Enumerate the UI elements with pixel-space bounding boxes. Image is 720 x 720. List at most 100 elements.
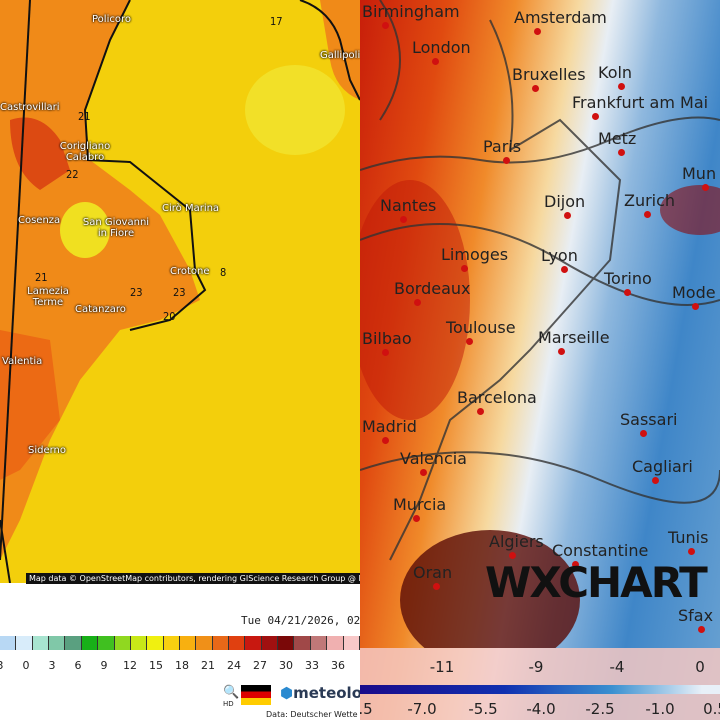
city-marker-icon xyxy=(572,561,579,568)
city-label: Policoro xyxy=(92,14,131,25)
temperature-map[interactable]: Policoro Gallipoli Castrovillari Corigli… xyxy=(0,0,360,583)
contour-value: 22 xyxy=(66,168,79,181)
city-label: Toulouse xyxy=(446,318,516,337)
legend-top-label: 0 xyxy=(695,658,705,676)
city-label: Corigliano Calabro xyxy=(59,141,111,163)
city-label: Gallipoli xyxy=(320,50,360,61)
scale-swatch xyxy=(98,636,115,650)
city-label: Catanzaro xyxy=(75,304,126,315)
city-label: Lyon xyxy=(541,246,578,265)
city-label: Valencia xyxy=(400,449,467,468)
city-label: Marseille xyxy=(538,328,610,347)
city-label: Mun xyxy=(682,164,717,183)
city-marker-icon xyxy=(461,265,468,272)
city-label: Barcelona xyxy=(457,388,537,407)
scale-tick-label: 15 xyxy=(149,659,163,672)
contour-value: 23 xyxy=(173,286,186,299)
city-marker-icon xyxy=(534,28,541,35)
city-label: Torino xyxy=(604,269,652,288)
city-label: Limoges xyxy=(441,245,509,264)
city-label: Castrovillari xyxy=(0,102,60,113)
legend-top-label: -4 xyxy=(609,658,625,676)
scale-tick-label: 21 xyxy=(201,659,215,672)
city-label: Algiers xyxy=(489,532,544,551)
scale-tick-label: 18 xyxy=(175,659,189,672)
scale-swatch xyxy=(32,636,50,650)
city-label: Oran xyxy=(413,563,453,582)
legend-top-label: -11 xyxy=(429,658,455,676)
city-label: Lamezia Terme xyxy=(27,286,69,308)
scale-tick-label: 30 xyxy=(279,659,293,672)
city-label: Bilbao xyxy=(362,329,412,348)
scale-tick-label: 24 xyxy=(227,659,241,672)
scale-swatch xyxy=(327,636,344,650)
city-marker-icon xyxy=(592,113,599,120)
city-label: Bordeaux xyxy=(394,279,471,298)
right-map-panel[interactable]: Birmingham London Amsterdam Bruxelles Koln Fr… xyxy=(360,0,720,720)
anomaly-color-scale xyxy=(360,685,720,694)
contour-value: 21 xyxy=(78,110,91,123)
city-label: Valentia xyxy=(2,356,43,367)
contour-value: 20 xyxy=(163,310,176,323)
contour-value: 17 xyxy=(270,15,283,28)
city-label: Constantine xyxy=(552,541,649,560)
city-label: Mode xyxy=(672,283,716,302)
city-label: Sassari xyxy=(620,410,678,429)
city-label: Siderno xyxy=(28,445,67,456)
germany-flag-icon[interactable] xyxy=(241,685,271,705)
city-label: Koln xyxy=(598,63,633,82)
city-marker-icon xyxy=(624,289,631,296)
city-marker-icon xyxy=(618,83,625,90)
scale-tick-label: 6 xyxy=(74,659,82,672)
city-label: Tunis xyxy=(668,528,709,547)
city-marker-icon xyxy=(698,626,705,633)
city-label: Amsterdam xyxy=(514,8,607,27)
meteologix-logo: ⬢meteolo xyxy=(280,684,360,702)
legend-bottom-label: -8.5 xyxy=(360,700,373,718)
scale-swatch xyxy=(196,636,213,650)
scale-swatch xyxy=(212,636,230,650)
city-marker-icon xyxy=(692,303,699,310)
scale-swatch xyxy=(65,636,82,650)
contour-value: 8 xyxy=(220,266,227,279)
hd-zoom-icon[interactable]: 🔍 HD xyxy=(223,685,240,708)
scale-tick-label: 3 xyxy=(48,659,56,672)
scale-swatch xyxy=(278,636,295,650)
city-label: Sfax xyxy=(678,606,714,625)
city-label: Frankfurt am Mai xyxy=(572,93,709,112)
scale-swatch xyxy=(0,636,17,650)
city-marker-icon xyxy=(420,469,427,476)
city-label: Zurich xyxy=(624,191,676,210)
city-marker-icon xyxy=(558,348,565,355)
city-marker-icon xyxy=(644,211,651,218)
legend-bottom-label: -5.5 xyxy=(468,700,498,718)
temperature-color-scale xyxy=(0,636,360,650)
city-marker-icon xyxy=(652,477,659,484)
scale-swatch xyxy=(343,636,360,650)
city-marker-icon xyxy=(702,184,709,191)
scale-tick-label: 9 xyxy=(100,659,108,672)
city-marker-icon xyxy=(413,515,420,522)
scale-tick-label: 33 xyxy=(305,659,319,672)
city-label: Paris xyxy=(483,137,522,156)
legend-bottom-label: -7.0 xyxy=(407,700,437,718)
scale-swatch xyxy=(163,636,180,650)
city-label: Madrid xyxy=(362,417,417,436)
city-label: Bruxelles xyxy=(512,65,586,84)
city-label: Dijon xyxy=(544,192,586,211)
scale-swatch xyxy=(245,636,262,650)
scale-swatch xyxy=(130,636,148,650)
city-marker-icon xyxy=(382,22,389,29)
map-attribution: Map data © OpenStreetMap contributors, r… xyxy=(26,573,360,584)
scale-swatch xyxy=(16,636,33,650)
scale-tick-label: 0 xyxy=(22,659,30,672)
city-label: Birmingham xyxy=(362,2,460,21)
city-marker-icon xyxy=(561,266,568,273)
city-marker-icon xyxy=(432,58,439,65)
legend-bottom-label: -4.0 xyxy=(526,700,556,718)
city-marker-icon xyxy=(414,299,421,306)
city-marker-icon xyxy=(382,437,389,444)
legend-bottom-label: 0.5 xyxy=(703,700,720,718)
legend-bottom-label: -1.0 xyxy=(645,700,675,718)
city-marker-icon xyxy=(382,349,389,356)
